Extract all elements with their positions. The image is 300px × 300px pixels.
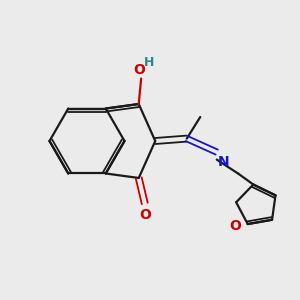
- Text: O: O: [139, 208, 151, 222]
- Text: N: N: [218, 154, 230, 169]
- Text: O: O: [229, 219, 241, 232]
- Text: H: H: [144, 56, 155, 69]
- Text: O: O: [133, 63, 145, 77]
